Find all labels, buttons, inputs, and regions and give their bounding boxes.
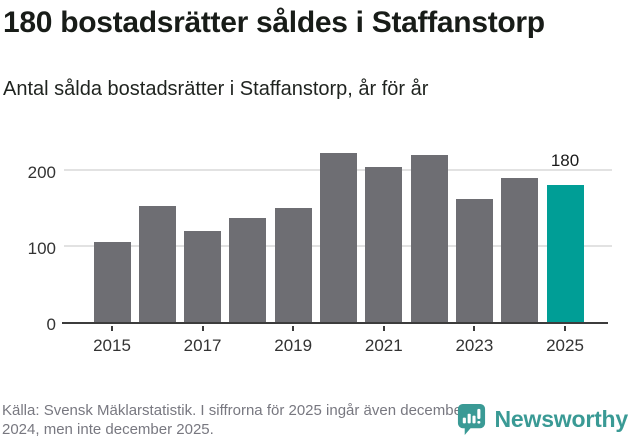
chart-subtitle: Antal sålda bostadsrätter i Staffanstorp…	[3, 78, 429, 100]
bar-2020	[320, 152, 357, 322]
page-title: 180 bostadsrätter såldes i Staffanstorp	[3, 6, 545, 39]
bar-2017	[184, 230, 222, 322]
bar-chart: 180 0 100 200 2015 2017 2019 2021 2023 2025	[0, 130, 631, 380]
plot-area: 180	[62, 144, 612, 324]
bar-2018	[229, 217, 267, 322]
x-tick-2017	[201, 326, 204, 331]
x-tick-2015	[111, 326, 113, 331]
bar-2021	[365, 166, 403, 322]
x-axis-label-2021: 2021	[364, 336, 403, 355]
x-tick-2025	[564, 326, 566, 331]
bar-2023	[455, 198, 493, 322]
x-tick-2021	[382, 326, 385, 331]
x-axis-label-2023: 2023	[455, 336, 494, 355]
bar-2015	[93, 242, 131, 322]
source-note: Källa: Svensk Mäklarstatistik. I siffror…	[2, 402, 467, 438]
x-axis-label-2015: 2015	[93, 336, 131, 355]
bar-2019	[274, 208, 312, 322]
bar-2016	[138, 206, 176, 322]
y-axis-label-100: 100	[27, 239, 56, 258]
brand-name: Newsworthy	[494, 406, 629, 432]
x-tick-2023	[473, 326, 476, 331]
highlight-value-label: 180	[550, 151, 580, 171]
brand-logo: Newsworthy	[456, 403, 628, 436]
x-tick-2019	[292, 326, 295, 331]
x-axis-label-2019: 2019	[274, 336, 313, 355]
y-axis-label-0: 0	[46, 315, 56, 334]
y-axis-label-200: 200	[27, 163, 56, 182]
bar-2024	[501, 177, 539, 322]
bar-2022	[410, 154, 448, 322]
x-axis-label-2017: 2017	[183, 336, 222, 355]
newsworthy-bubble-chart-icon	[457, 404, 485, 435]
bar-2025	[546, 185, 584, 322]
x-axis-label-2025: 2025	[546, 336, 584, 355]
